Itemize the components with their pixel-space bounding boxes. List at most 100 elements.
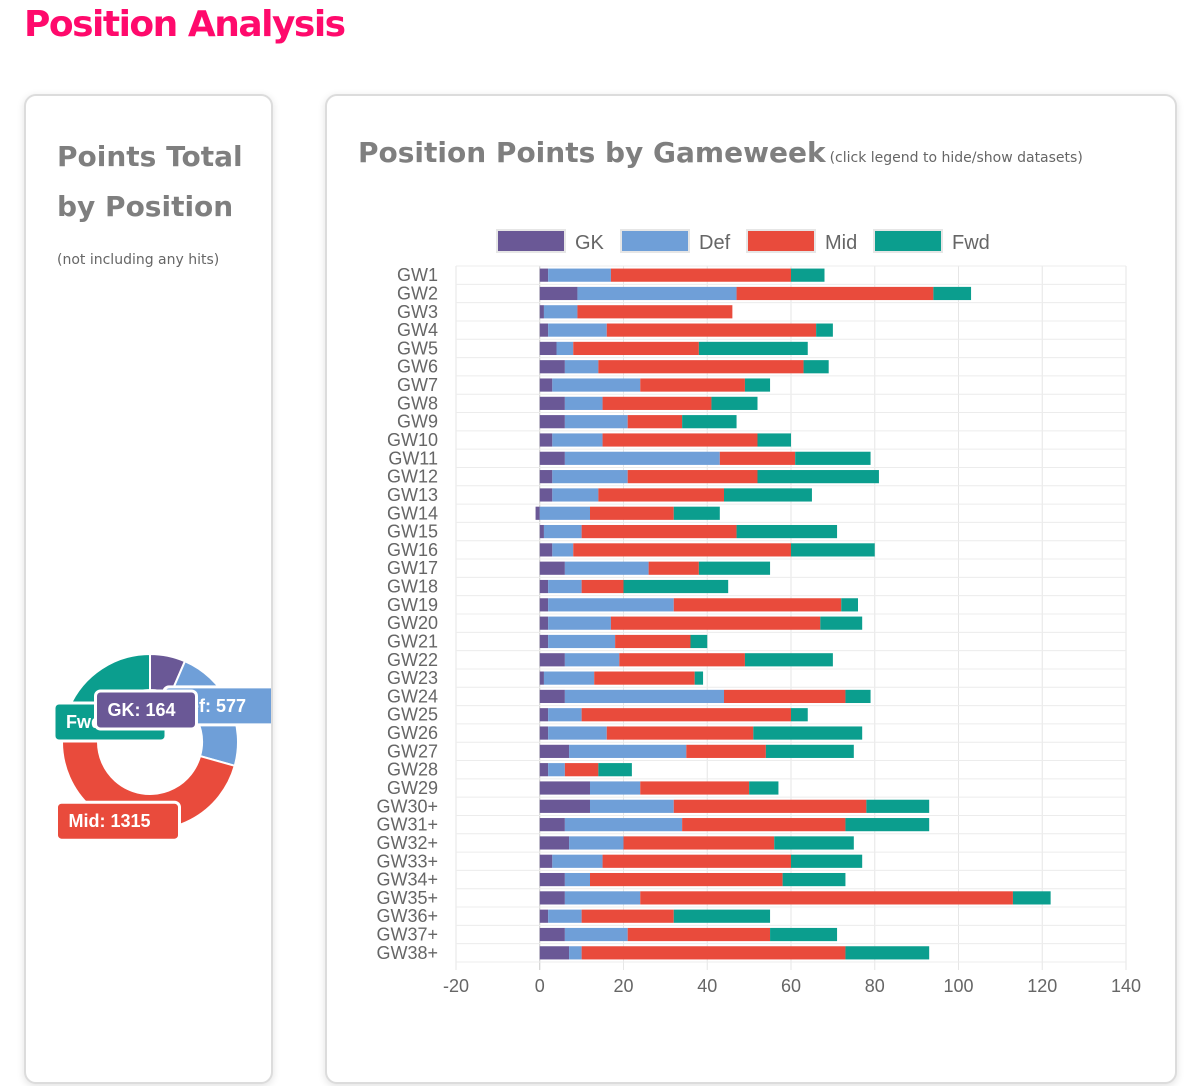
bar-gw4-def[interactable] [548, 323, 607, 337]
bar-gw9-def[interactable] [564, 415, 628, 429]
bar-gw10-gk[interactable] [539, 433, 553, 447]
bar-gw33-def[interactable] [552, 854, 603, 868]
bar-gw11-fwd[interactable] [795, 451, 871, 465]
bar-gw37-gk[interactable] [539, 927, 565, 942]
bar-gw6-def[interactable] [564, 360, 599, 374]
bar-gw25-mid[interactable] [581, 708, 791, 722]
bar-gw15-gk[interactable] [539, 524, 544, 539]
bar-gw29-def[interactable] [590, 781, 641, 795]
bar-gw7-fwd[interactable] [744, 378, 771, 392]
bar-gw35-def[interactable] [564, 891, 641, 905]
bar-gw10-mid[interactable] [602, 433, 758, 447]
bar-gw20-gk[interactable] [539, 616, 549, 630]
bar-gw2-gk[interactable] [539, 286, 578, 301]
bar-gw28-mid[interactable] [564, 763, 599, 777]
bar-gw13-def[interactable] [552, 488, 599, 502]
bar-gw31-mid[interactable] [682, 818, 846, 832]
legend-item-mid[interactable]: Mid [746, 229, 857, 254]
bar-gw18-fwd[interactable] [623, 579, 729, 594]
bar-gw13-gk[interactable] [539, 488, 553, 502]
bar-gw5-mid[interactable] [573, 341, 699, 356]
legend-item-def[interactable]: Def [620, 229, 731, 254]
bar-gw29-mid[interactable] [640, 781, 750, 795]
bar-gw10-def[interactable] [552, 433, 603, 447]
bar-gw26-mid[interactable] [606, 726, 754, 740]
bar-gw22-gk[interactable] [539, 653, 565, 667]
bar-gw17-fwd[interactable] [698, 561, 771, 575]
bar-gw4-mid[interactable] [606, 323, 817, 337]
bar-gw23-mid[interactable] [594, 671, 695, 685]
bar-gw36-gk[interactable] [539, 909, 549, 923]
bar-gw6-fwd[interactable] [803, 360, 829, 374]
bar-gw21-gk[interactable] [539, 634, 549, 649]
bar-gw27-fwd[interactable] [765, 744, 854, 758]
bar-gw22-mid[interactable] [619, 653, 745, 667]
bar-gw18-def[interactable] [548, 579, 582, 594]
bar-gw9-mid[interactable] [627, 415, 683, 429]
bar-gw19-gk[interactable] [539, 598, 549, 612]
bar-gw31-fwd[interactable] [845, 818, 930, 832]
bar-gw25-gk[interactable] [539, 708, 549, 722]
bar-gw8-mid[interactable] [602, 396, 712, 410]
bar-gw21-fwd[interactable] [690, 634, 708, 649]
bar-gw24-gk[interactable] [539, 689, 565, 704]
bar-gw36-fwd[interactable] [673, 909, 771, 923]
bar-gw9-gk[interactable] [539, 415, 565, 429]
bar-gw16-def[interactable] [552, 543, 574, 557]
bar-gw37-fwd[interactable] [770, 927, 838, 942]
bar-gw8-def[interactable] [564, 396, 603, 410]
bar-gw33-mid[interactable] [602, 854, 791, 868]
bar-gw31-def[interactable] [564, 818, 683, 832]
bar-gw35-gk[interactable] [539, 891, 565, 905]
bar-gw2-def[interactable] [577, 286, 737, 301]
bar-gw12-mid[interactable] [627, 470, 758, 484]
bar-gw35-mid[interactable] [640, 891, 1013, 905]
bar-gw27-gk[interactable] [539, 744, 570, 758]
bar-gw31-gk[interactable] [539, 818, 565, 832]
bar-gw23-gk[interactable] [539, 671, 544, 685]
bar-gw21-mid[interactable] [615, 634, 691, 649]
bar-gw16-mid[interactable] [573, 543, 791, 557]
bar-gw19-fwd[interactable] [841, 598, 858, 612]
bar-gw24-def[interactable] [564, 689, 724, 704]
bar-gw3-gk[interactable] [539, 305, 544, 319]
bar-gw6-mid[interactable] [598, 360, 804, 374]
bar-gw33-gk[interactable] [539, 854, 553, 868]
bar-gw25-def[interactable] [548, 708, 582, 722]
bar-gw36-def[interactable] [548, 909, 582, 923]
bar-gw20-def[interactable] [548, 616, 611, 630]
bar-gw27-def[interactable] [569, 744, 687, 758]
bar-gw19-def[interactable] [548, 598, 674, 612]
bar-gw5-gk[interactable] [539, 341, 557, 356]
bar-gw37-mid[interactable] [627, 927, 771, 942]
bar-gw4-gk[interactable] [539, 323, 549, 337]
bar-gw17-mid[interactable] [648, 561, 699, 575]
bar-gw23-fwd[interactable] [694, 671, 704, 685]
bar-gw11-def[interactable] [564, 451, 720, 465]
bar-gw7-def[interactable] [552, 378, 641, 392]
bar-gw38-gk[interactable] [539, 946, 570, 960]
bar-gw18-mid[interactable] [581, 579, 624, 594]
bar-gw30-gk[interactable] [539, 799, 590, 813]
bar-gw6-gk[interactable] [539, 360, 565, 374]
bar-gw37-def[interactable] [564, 927, 628, 942]
bar-gw35-fwd[interactable] [1012, 891, 1051, 905]
bar-gw30-def[interactable] [590, 799, 674, 813]
bar-gw32-gk[interactable] [539, 836, 570, 850]
bar-gw26-fwd[interactable] [753, 726, 863, 740]
bar-gw11-gk[interactable] [539, 451, 565, 465]
bar-gw24-fwd[interactable] [845, 689, 871, 704]
bar-gw38-def[interactable] [569, 946, 582, 960]
bar-gw14-fwd[interactable] [673, 506, 720, 520]
bar-gw13-fwd[interactable] [724, 488, 812, 502]
bar-gw3-mid[interactable] [577, 305, 733, 319]
bar-gw14-gk[interactable] [535, 506, 540, 520]
bar-gw30-mid[interactable] [673, 799, 867, 813]
bar-gw2-mid[interactable] [736, 286, 934, 301]
bar-gw28-fwd[interactable] [598, 763, 632, 777]
bar-gw11-mid[interactable] [719, 451, 796, 465]
legend-item-gk[interactable]: GK [496, 229, 605, 254]
bar-gw26-gk[interactable] [539, 726, 549, 740]
bar-gw20-fwd[interactable] [820, 616, 863, 630]
bar-gw34-fwd[interactable] [782, 872, 846, 887]
